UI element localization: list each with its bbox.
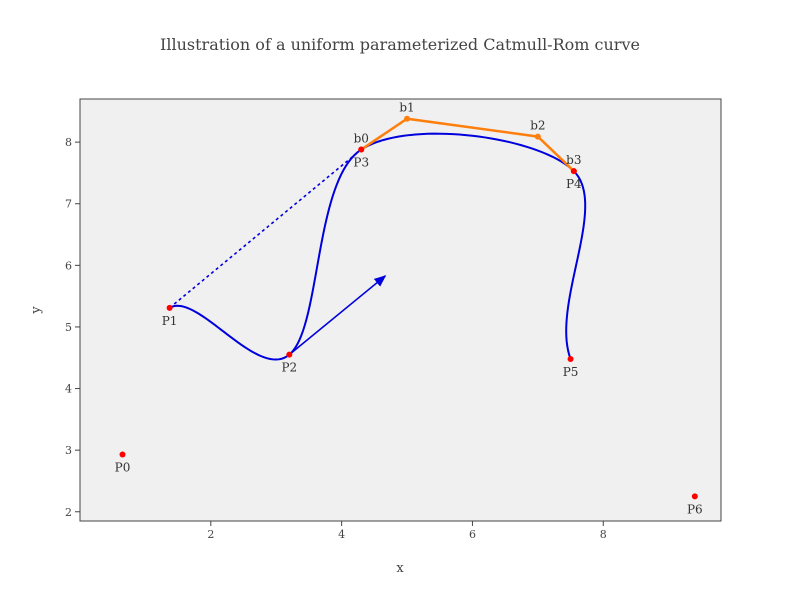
y-axis: 2 3 4 5 6 7 8 [65, 136, 80, 519]
control-point [691, 493, 698, 500]
control-point-label: P5 [563, 365, 579, 379]
control-point [286, 351, 293, 358]
y-axis-title: y [29, 306, 44, 315]
x-tick-label: 8 [600, 528, 607, 541]
y-tick-label: 4 [65, 383, 72, 396]
y-tick-label: 2 [65, 506, 72, 519]
control-point-label: P2 [281, 361, 297, 375]
tangent-arrow [288, 275, 387, 356]
control-point [567, 355, 574, 362]
y-tick-label: 6 [65, 259, 72, 272]
bezier-polygon [360, 117, 575, 172]
bezier-point-label: b0 [354, 132, 369, 146]
control-point-label: P3 [353, 156, 369, 170]
bezier-point [404, 115, 411, 122]
control-point [166, 304, 173, 311]
control-point [119, 451, 126, 458]
control-point-label: P6 [687, 502, 703, 516]
chart-title: Illustration of a uniform parameterized … [160, 35, 640, 54]
control-point [570, 168, 577, 175]
x-axis-title: x [396, 561, 404, 576]
y-tick-label: 3 [65, 444, 72, 457]
control-point-label: P1 [162, 314, 178, 328]
control-point-label: P0 [115, 460, 131, 474]
x-axis: 2 4 6 8 [207, 521, 607, 541]
plot-area [79, 98, 722, 522]
control-point-label: P4 [566, 177, 582, 191]
plot-marks [119, 115, 698, 500]
x-tick-label: 4 [338, 528, 345, 541]
y-tick-label: 8 [65, 136, 72, 149]
point-labels: P0 P1 P2 P3 P4 P5 P6 b0 b1 b2 b3 [115, 101, 703, 517]
y-tick-label: 7 [65, 198, 72, 211]
bezier-point-label: b2 [530, 119, 545, 133]
x-tick-label: 6 [469, 528, 476, 541]
x-tick-label: 2 [207, 528, 214, 541]
y-tick-label: 5 [65, 321, 72, 334]
bezier-point [534, 133, 541, 140]
bezier-point-label: b1 [399, 101, 414, 115]
control-point [358, 146, 365, 153]
bezier-point-label: b3 [566, 153, 581, 167]
